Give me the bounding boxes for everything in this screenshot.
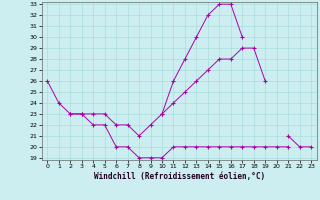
X-axis label: Windchill (Refroidissement éolien,°C): Windchill (Refroidissement éolien,°C)	[94, 172, 265, 181]
